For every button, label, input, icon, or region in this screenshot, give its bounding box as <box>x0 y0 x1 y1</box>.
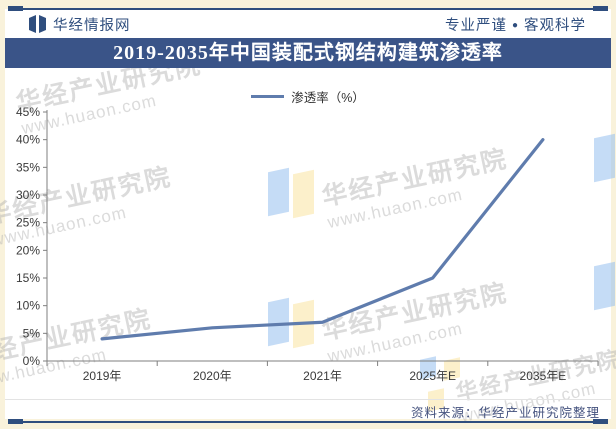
top-rule-right-dash <box>593 6 608 11</box>
top-rule <box>8 8 608 10</box>
watermark-shape <box>420 356 436 380</box>
legend-line-swatch <box>251 95 285 98</box>
site-name: 华经情报网 <box>53 18 131 34</box>
watermark-shape <box>293 169 314 219</box>
source-note: 资料来源：华经产业研究院整理 <box>410 406 600 420</box>
header-slogan: 专业严谨 ● 客观科学 <box>445 14 586 35</box>
slogan-left: 专业严谨 <box>444 18 507 34</box>
chart-title-banner: 2019-2035年中国装配式钢结构建筑渗透率 <box>5 38 611 68</box>
huajing-logo-icon <box>29 15 46 33</box>
watermark-shape <box>268 297 289 347</box>
watermark-shape <box>293 299 314 349</box>
footer-divider <box>5 399 611 400</box>
legend-label: 渗透率（%） <box>291 91 365 105</box>
watermark-shape <box>594 133 615 183</box>
top-rule-left-dash <box>8 6 23 11</box>
slogan-dot-icon: ● <box>511 20 519 31</box>
header: 华经情报网 专业严谨 ● 客观科学 <box>5 10 611 38</box>
legend: 渗透率（%） <box>0 87 616 106</box>
watermark-shape <box>594 261 615 311</box>
slogan-right: 客观科学 <box>524 18 586 34</box>
bottom-rule <box>8 421 608 423</box>
bottom-rule-right-dash <box>593 419 608 424</box>
watermark-shape <box>444 357 460 381</box>
watermark-shape <box>268 167 289 217</box>
bottom-rule-left-dash <box>8 419 23 424</box>
